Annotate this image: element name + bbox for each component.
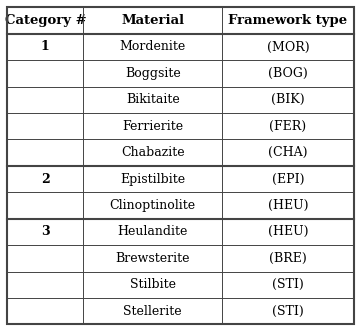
Text: (STI): (STI) xyxy=(272,278,304,291)
Text: (MOR): (MOR) xyxy=(267,40,309,54)
Text: Framework type: Framework type xyxy=(229,14,348,27)
Text: Heulandite: Heulandite xyxy=(118,225,188,238)
Text: Bikitaite: Bikitaite xyxy=(126,93,180,106)
Text: (BIK): (BIK) xyxy=(271,93,305,106)
Text: (HEU): (HEU) xyxy=(268,199,308,212)
Text: 3: 3 xyxy=(41,225,50,238)
Text: Clinoptinolite: Clinoptinolite xyxy=(110,199,196,212)
Text: Epistilbite: Epistilbite xyxy=(120,172,185,186)
Text: Brewsterite: Brewsterite xyxy=(116,252,190,265)
Text: 2: 2 xyxy=(41,172,50,186)
Text: (HEU): (HEU) xyxy=(268,225,308,238)
Text: 1: 1 xyxy=(41,40,50,54)
Text: (BRE): (BRE) xyxy=(269,252,307,265)
Text: Boggsite: Boggsite xyxy=(125,67,180,80)
Text: Chabazite: Chabazite xyxy=(121,146,184,159)
Text: Stellerite: Stellerite xyxy=(123,305,182,318)
Text: Mordenite: Mordenite xyxy=(119,40,186,54)
Text: Ferrierite: Ferrierite xyxy=(122,120,183,133)
Text: (STI): (STI) xyxy=(272,305,304,318)
Text: Material: Material xyxy=(121,14,184,27)
Text: (BOG): (BOG) xyxy=(268,67,308,80)
Text: (EPI): (EPI) xyxy=(272,172,304,186)
Text: Category #: Category # xyxy=(5,14,86,27)
Text: (CHA): (CHA) xyxy=(268,146,308,159)
Text: (FER): (FER) xyxy=(269,120,306,133)
Text: Stilbite: Stilbite xyxy=(130,278,176,291)
